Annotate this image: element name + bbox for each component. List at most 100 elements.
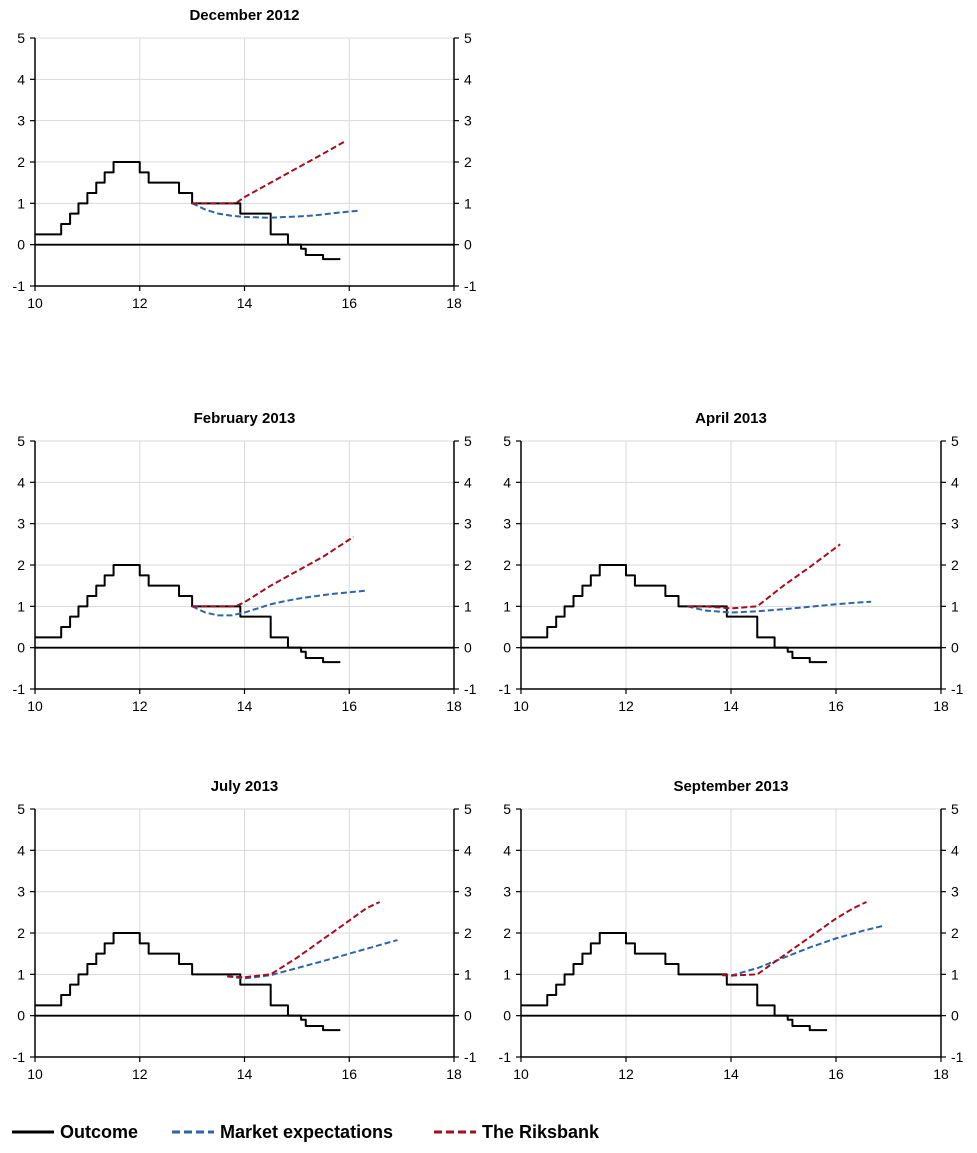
- y-tick-label-left: 5: [17, 30, 25, 46]
- x-tick-label: 16: [341, 295, 357, 311]
- y-tick-label-right: -1: [464, 681, 477, 697]
- x-tick-label: 18: [933, 1066, 949, 1082]
- y-tick-label-left: 0: [17, 640, 25, 656]
- y-tick-label-right: 3: [951, 516, 959, 532]
- y-tick-label-left: 0: [503, 640, 511, 656]
- y-tick-label-right: 2: [464, 154, 472, 170]
- chart-panel-december-2012: December 2012-1 -10 01 12 23 34 45 510 12 14 16 18: [13, 7, 477, 311]
- x-tick-label: 10: [27, 295, 43, 311]
- y-tick-label-left: -1: [13, 1049, 26, 1065]
- series-line-the-riksbank: [687, 543, 841, 610]
- y-tick-label-left: 2: [17, 925, 25, 941]
- y-tick-label-right: 1: [464, 966, 472, 982]
- series-line-market-expectations: [191, 589, 367, 617]
- y-tick-label-right: -1: [951, 681, 964, 697]
- chart-panel-april-2013: April 2013-1 -10 01 12 23 34 45 510 12 14 16 18: [499, 410, 964, 714]
- legend-label-the-riksbank: The Riksbank: [482, 1121, 600, 1142]
- y-tick-label-right: 0: [464, 237, 472, 253]
- y-tick-label-right: 4: [951, 842, 959, 858]
- y-tick-label-left: 3: [17, 516, 25, 532]
- x-tick-label: 18: [446, 698, 462, 714]
- y-tick-label-right: 3: [951, 884, 959, 900]
- y-tick-label-right: 1: [464, 598, 472, 614]
- x-tick-label: 10: [513, 698, 529, 714]
- y-tick-label-left: 2: [17, 154, 25, 170]
- y-tick-label-right: 5: [951, 433, 959, 449]
- x-tick-label: 12: [132, 1066, 148, 1082]
- y-tick-label-left: 4: [17, 474, 25, 490]
- x-tick-label: 16: [341, 1066, 357, 1082]
- legend-swatch-market-expectations: [172, 1130, 214, 1134]
- y-tick-label-left: 3: [503, 516, 511, 532]
- y-tick-label-right: -1: [464, 1049, 477, 1065]
- y-tick-label-left: 0: [503, 1008, 511, 1024]
- y-tick-label-left: 2: [503, 925, 511, 941]
- legend-item-outcome: Outcome: [10, 1118, 138, 1146]
- legend-label-market-expectations: Market expectations: [220, 1121, 394, 1142]
- x-tick-label: 12: [132, 295, 148, 311]
- y-tick-label-right: 5: [464, 433, 472, 449]
- y-tick-label-left: 0: [17, 1008, 25, 1024]
- series-line-the-riksbank: [227, 901, 381, 979]
- y-tick-label-left: 4: [17, 842, 25, 858]
- y-tick-label-left: 3: [503, 884, 511, 900]
- chart-legend: Outcome Market expectations The Riksbank: [0, 1118, 977, 1148]
- y-tick-label-right: 3: [464, 516, 472, 532]
- y-tick-label-left: -1: [13, 278, 26, 294]
- x-tick-label: 16: [828, 698, 844, 714]
- y-tick-label-right: 5: [464, 30, 472, 46]
- panel-title: April 2013: [695, 410, 767, 427]
- y-tick-label-right: 0: [464, 640, 472, 656]
- y-tick-label-left: 3: [17, 884, 25, 900]
- y-tick-label-right: 4: [464, 842, 472, 858]
- series-line-outcome: [521, 932, 828, 1032]
- x-tick-label: 18: [933, 698, 949, 714]
- chart-figure: December 2012-1 -10 01 12 23 34 45 510 12 14 16 18F…: [13, 7, 964, 1082]
- x-tick-label: 10: [27, 698, 43, 714]
- y-tick-label-left: -1: [13, 681, 26, 697]
- chart-panel-february-2013: February 2013-1 -10 01 12 23 34 45 510 12 14 16 18: [13, 410, 477, 714]
- y-tick-label-right: 0: [951, 640, 959, 656]
- y-tick-label-left: 0: [17, 237, 25, 253]
- x-tick-label: 14: [723, 1066, 739, 1082]
- y-tick-label-left: 2: [503, 557, 511, 573]
- x-tick-label: 16: [341, 698, 357, 714]
- y-tick-label-right: 5: [464, 801, 472, 817]
- y-tick-label-left: -1: [499, 1049, 512, 1065]
- y-tick-label-left: 1: [503, 966, 511, 982]
- x-tick-label: 18: [446, 295, 462, 311]
- x-tick-label: 18: [446, 1066, 462, 1082]
- y-tick-label-right: 0: [464, 1008, 472, 1024]
- series-line-the-riksbank: [722, 901, 867, 977]
- y-tick-label-right: 5: [951, 801, 959, 817]
- x-tick-label: 12: [132, 698, 148, 714]
- legend-item-the-riksbank: The Riksbank: [432, 1118, 599, 1146]
- y-tick-label-left: 1: [17, 195, 25, 211]
- series-line-market-expectations: [191, 202, 359, 219]
- chart-panel-july-2013: July 2013-1 -10 01 12 23 34 45 510 12 14 16 18: [13, 778, 477, 1082]
- panel-title: February 2013: [194, 410, 296, 427]
- y-tick-label-right: 4: [464, 71, 472, 87]
- y-tick-label-left: 3: [17, 113, 25, 129]
- y-tick-label-right: 3: [464, 113, 472, 129]
- y-tick-label-right: 4: [464, 474, 472, 490]
- y-tick-label-right: 0: [951, 1008, 959, 1024]
- y-tick-label-left: -1: [499, 681, 512, 697]
- y-tick-label-left: 5: [17, 801, 25, 817]
- y-tick-label-left: 4: [503, 474, 511, 490]
- y-tick-label-left: 5: [503, 433, 511, 449]
- y-tick-label-right: 2: [951, 557, 959, 573]
- y-tick-label-right: -1: [951, 1049, 964, 1065]
- x-tick-label: 14: [237, 1066, 253, 1082]
- y-tick-label-left: 5: [17, 433, 25, 449]
- y-tick-label-left: 1: [17, 966, 25, 982]
- y-tick-label-right: 2: [464, 925, 472, 941]
- series-line-the-riksbank: [192, 536, 354, 608]
- series-line-outcome: [35, 564, 341, 664]
- legend-label-outcome: Outcome: [60, 1121, 139, 1142]
- panel-title: December 2012: [189, 7, 299, 24]
- x-tick-label: 16: [828, 1066, 844, 1082]
- y-tick-label-left: 4: [17, 71, 25, 87]
- legend-swatch-the-riksbank: [434, 1130, 476, 1134]
- series-line-market-expectations: [227, 939, 398, 980]
